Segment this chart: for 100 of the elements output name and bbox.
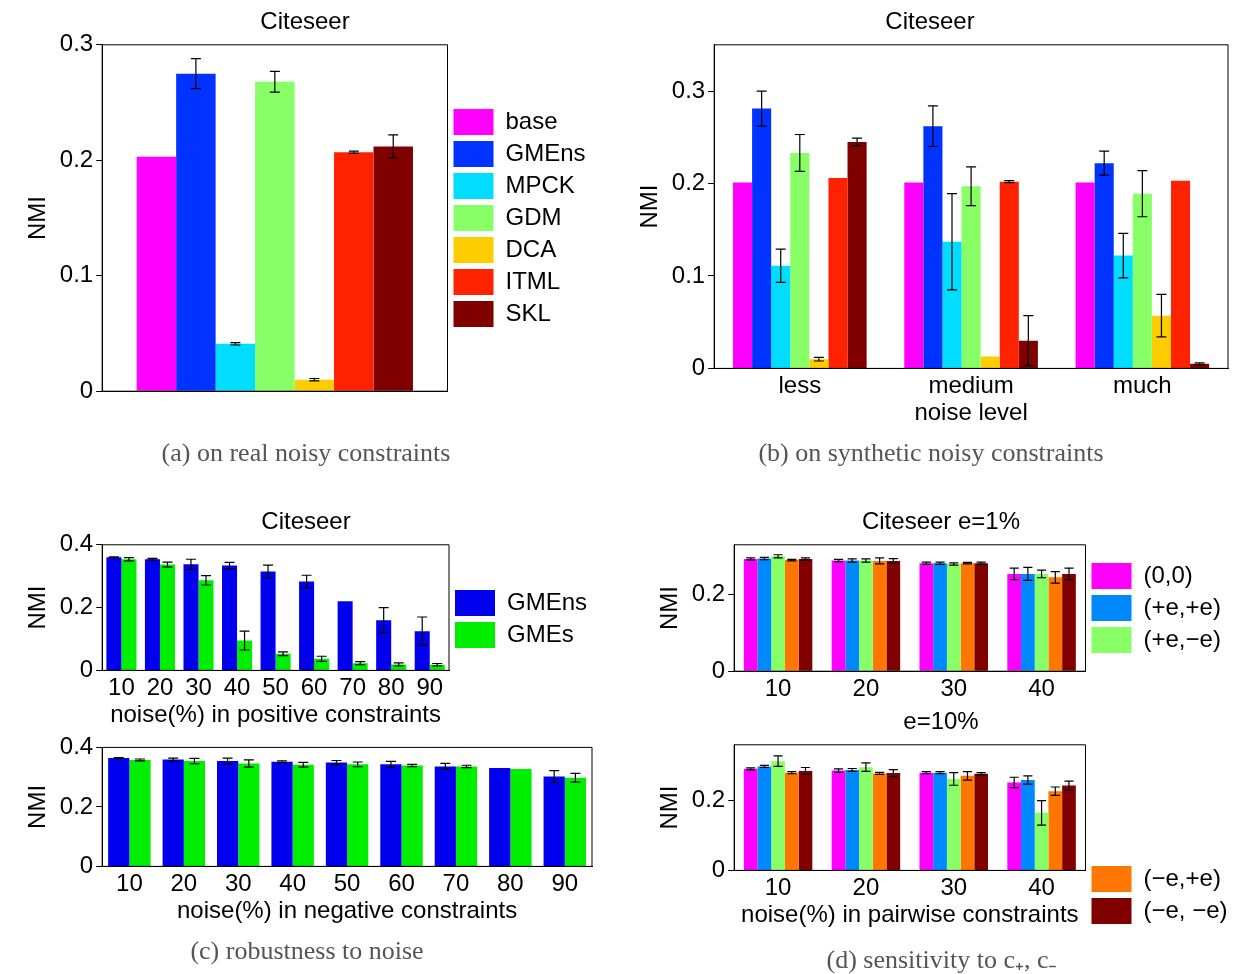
bar (543, 776, 565, 866)
bar (237, 640, 253, 670)
x-tick-label: 60 (300, 673, 328, 701)
bar (106, 557, 122, 670)
bar (790, 152, 810, 368)
bar (434, 766, 456, 866)
bar (784, 772, 799, 870)
bar (1151, 315, 1171, 368)
legend-label: GMEs (507, 619, 574, 647)
bar (183, 564, 199, 670)
bar (733, 182, 753, 368)
bar (904, 182, 924, 368)
bar (1132, 193, 1152, 368)
y-tick-label: 0.1 (671, 260, 706, 288)
y-tick-label: 0.4 (59, 732, 94, 760)
y-tick-label: 0 (691, 353, 706, 381)
bar (299, 581, 315, 670)
bar (961, 186, 981, 368)
x-tick-label: 70 (339, 673, 367, 701)
bar (886, 560, 901, 671)
bar (325, 762, 348, 866)
y-tick-label: 0.4 (59, 529, 94, 557)
x-tick-label: medium (928, 371, 1014, 399)
bar (919, 772, 934, 870)
bar (859, 560, 873, 671)
legend-label: GDM (505, 202, 562, 230)
bar (1034, 573, 1049, 671)
chart-title: e=10% (903, 707, 979, 735)
legend-label: (−e,+e) (1143, 863, 1221, 891)
text: (b) on synthetic noisy constraints (757, 438, 1105, 468)
x-tick-label: 60 (388, 869, 415, 897)
bar (337, 601, 353, 670)
bar (974, 563, 988, 671)
x-tick-label: 30 (940, 873, 968, 901)
chart-title: Citeseer (261, 507, 351, 535)
bar (1170, 180, 1191, 368)
bar (960, 775, 975, 870)
bar (1062, 785, 1076, 870)
legend-label: ITML (505, 266, 561, 294)
x-tick-label: much (1113, 371, 1172, 399)
bar (1007, 573, 1022, 671)
bar (946, 778, 961, 870)
bar (183, 761, 206, 866)
bar (292, 764, 314, 866)
bar (1021, 780, 1035, 870)
bar (923, 126, 943, 368)
bar (933, 563, 947, 671)
y-tick-label: 0.2 (59, 144, 94, 172)
x-tick-label: 20 (170, 869, 198, 897)
bar (217, 761, 239, 866)
bar (334, 152, 374, 391)
bar (872, 773, 887, 870)
x-tick-label: less (778, 371, 822, 399)
y-tick-label: 0.2 (59, 592, 94, 620)
x-tick-label: 30 (224, 869, 252, 897)
text: (d) sensitivity to c₊, c₋ (825, 944, 1059, 974)
bar (1048, 577, 1063, 671)
bar (831, 770, 846, 870)
bar (176, 73, 216, 391)
bar (376, 620, 392, 670)
bar (942, 241, 962, 368)
y-axis-title: NMI (23, 784, 51, 829)
legend-label: (0,0) (1143, 560, 1193, 588)
x-tick-label: 40 (1028, 674, 1055, 702)
text: (c) robustness to noise (189, 936, 425, 966)
bar (1062, 573, 1076, 671)
bar (757, 558, 772, 671)
bar (275, 653, 291, 670)
x-tick-label: 40 (1028, 873, 1055, 901)
bar (1007, 782, 1022, 870)
bar (999, 181, 1019, 368)
y-tick-label: 0 (79, 655, 94, 683)
bar (1021, 573, 1035, 671)
y-tick-label: 0.2 (671, 168, 706, 196)
x-axis-title: noise(%) in positive constraints (110, 700, 441, 728)
bar (828, 177, 848, 368)
legend-label: (+e,+e) (1143, 592, 1221, 620)
y-tick-label: 0.1 (59, 260, 94, 288)
x-tick-label: 10 (764, 873, 792, 901)
bar (215, 343, 256, 391)
bar (401, 765, 423, 866)
bar (564, 777, 587, 866)
y-tick-label: 0.3 (59, 29, 94, 57)
y-tick-label: 0.2 (691, 785, 726, 813)
legend-label: (+e,−e) (1143, 624, 1221, 652)
legend-label: MPCK (505, 170, 575, 198)
bar (960, 563, 975, 671)
bar (238, 763, 260, 866)
x-tick-label: 50 (262, 673, 289, 701)
bar (144, 559, 160, 670)
bar (771, 556, 785, 671)
bar (831, 560, 846, 671)
legend-label: SKL (505, 298, 551, 326)
legend-label: DCA (505, 234, 557, 262)
x-tick-label: 30 (185, 673, 212, 701)
bar (771, 761, 785, 870)
bar (136, 156, 177, 391)
bar (294, 379, 335, 391)
y-axis-title: NMI (655, 785, 683, 830)
bar (489, 767, 511, 866)
